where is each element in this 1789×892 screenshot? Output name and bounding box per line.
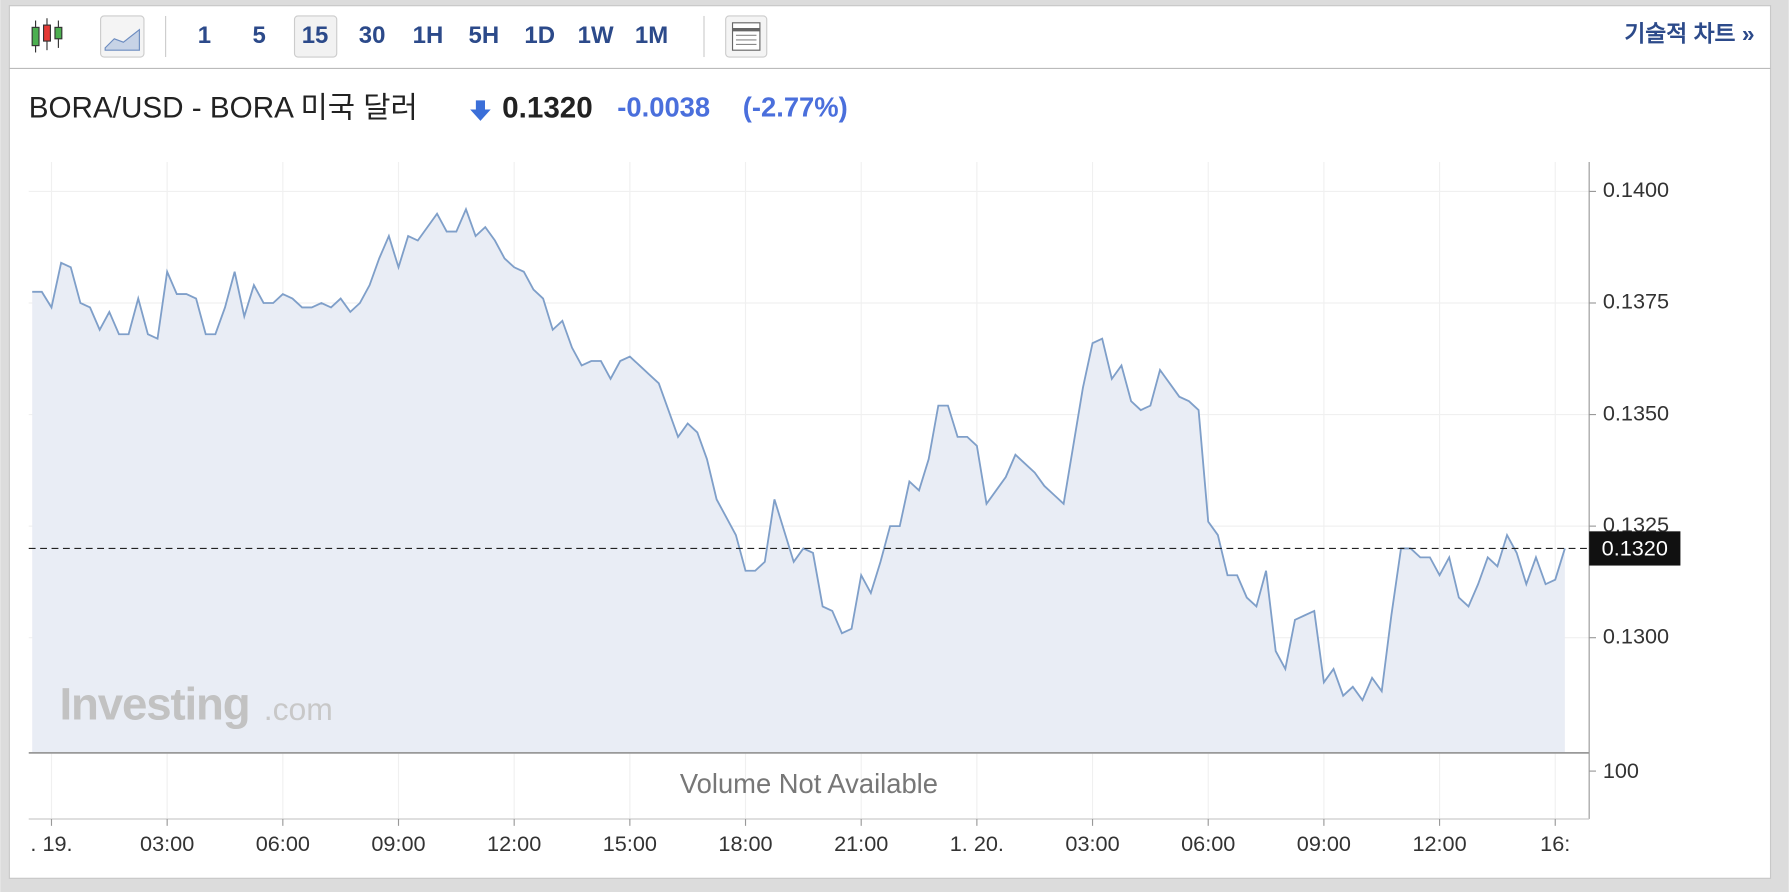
current-price-box xyxy=(1589,531,1681,566)
x-tick-label: 21:00 xyxy=(834,831,888,856)
watermark-brand: Investing xyxy=(60,678,250,729)
last-price: 0.1320 xyxy=(502,91,593,124)
x-tick-label: 06:00 xyxy=(1181,831,1235,856)
watermark-suffix: .com xyxy=(264,691,333,727)
interval-button[interactable]: 5H xyxy=(469,22,500,49)
y-tick-label: 0.1300 xyxy=(1603,623,1669,648)
instrument-title: BORA/USD - BORA 미국 달러 xyxy=(29,91,418,124)
x-tick-label: 03:00 xyxy=(1065,831,1119,856)
price-change-pct: (-2.77%) xyxy=(743,92,848,123)
x-tick-label: . 19. xyxy=(30,831,72,856)
plot xyxy=(28,206,1590,753)
x-tick-label: 03:00 xyxy=(140,831,194,856)
x-tick-labels: . 19. 03:00 06:00 09:00 12:00 15:00 18:00 21:00… xyxy=(30,831,1570,856)
layout-icon[interactable] xyxy=(725,15,768,58)
interval-button[interactable]: 1M xyxy=(635,22,668,49)
interval-button[interactable]: 1H xyxy=(413,22,444,49)
x-tick-label: 16: xyxy=(1540,831,1570,856)
interval-button[interactable]: 1W xyxy=(578,22,614,49)
y-tick-label: 0.1350 xyxy=(1603,400,1669,425)
x-tick-label: 18:00 xyxy=(718,831,772,856)
x-tick-label: 12:00 xyxy=(487,831,541,856)
down-arrow xyxy=(470,100,491,121)
x-tick-label: 1. 20. xyxy=(950,831,1004,856)
technical-chart-link[interactable]: 기술적 차트 » xyxy=(1624,20,1754,46)
x-tick-label: 12:00 xyxy=(1412,831,1466,856)
current-price-label: 0.1320 xyxy=(1602,535,1668,560)
interval-button[interactable]: 15 xyxy=(302,22,329,49)
volume-tick-label: 100 xyxy=(1603,758,1639,783)
area-fill xyxy=(32,209,1565,753)
x-tick-label: 15:00 xyxy=(603,831,657,856)
volume-note: Volume Not Available xyxy=(680,768,938,799)
interval-button[interactable]: 1 xyxy=(198,22,211,49)
interval-button[interactable]: 1D xyxy=(524,22,555,49)
x-tick-label: 06:00 xyxy=(256,831,310,856)
interval-button[interactable]: 5 xyxy=(252,22,265,49)
price-change: -0.0038 xyxy=(617,92,710,123)
x-tick-label: 09:00 xyxy=(371,831,425,856)
y-tick-label: 0.1375 xyxy=(1603,289,1669,314)
selected-interval-bg xyxy=(293,15,338,58)
x-tick-label: 09:00 xyxy=(1297,831,1351,856)
y-tick-label: 0.1400 xyxy=(1603,177,1669,202)
interval-button[interactable]: 30 xyxy=(359,22,386,49)
price-line xyxy=(32,206,1566,703)
candle-icon[interactable] xyxy=(31,18,63,53)
area-icon[interactable] xyxy=(100,15,145,58)
